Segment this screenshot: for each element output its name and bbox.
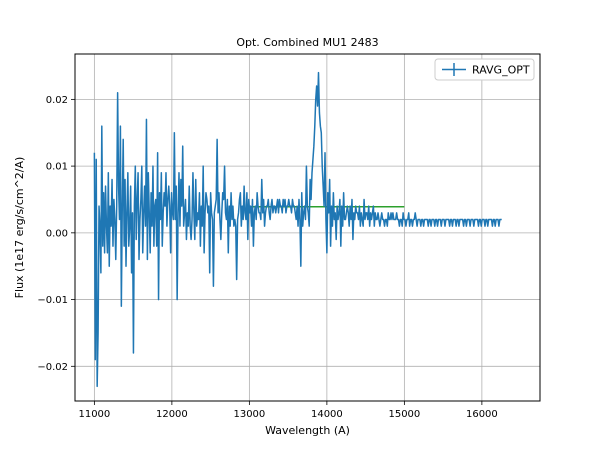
plot-frame	[74, 53, 541, 402]
legend: RAVG_OPT	[434, 58, 535, 81]
legend-box	[434, 58, 535, 81]
y-tick-label: 0.00	[46, 228, 68, 239]
series-line-ravg-opt	[93, 71, 502, 388]
y-tick-label: −0.01	[37, 295, 68, 306]
x-tick-label: 15000	[388, 409, 420, 420]
y-tick-label: 0.01	[46, 162, 68, 173]
y-axis-ticks: −0.02 −0.01 0.00 0.01 0.02	[37, 95, 75, 373]
x-tick-label: 13000	[233, 409, 265, 420]
x-tick-label: 12000	[156, 409, 188, 420]
x-tick-label: 11000	[78, 409, 110, 420]
x-axis-label: Wavelength (A)	[265, 424, 350, 437]
y-tick-label: 0.02	[46, 95, 68, 106]
y-tick-label: −0.02	[37, 362, 68, 373]
series-group	[93, 71, 502, 388]
grid	[75, 54, 540, 401]
x-tick-label: 14000	[311, 409, 343, 420]
y-axis-label: Flux (1e17 erg/s/cm^2/A)	[13, 157, 26, 299]
x-axis-ticks: 11000 12000 13000 14000 15000 16000	[78, 401, 498, 420]
chart-title: Opt. Combined MU1 2483	[236, 36, 378, 49]
legend-series-label: RAVG_OPT	[472, 64, 530, 77]
x-tick-label: 16000	[466, 409, 498, 420]
